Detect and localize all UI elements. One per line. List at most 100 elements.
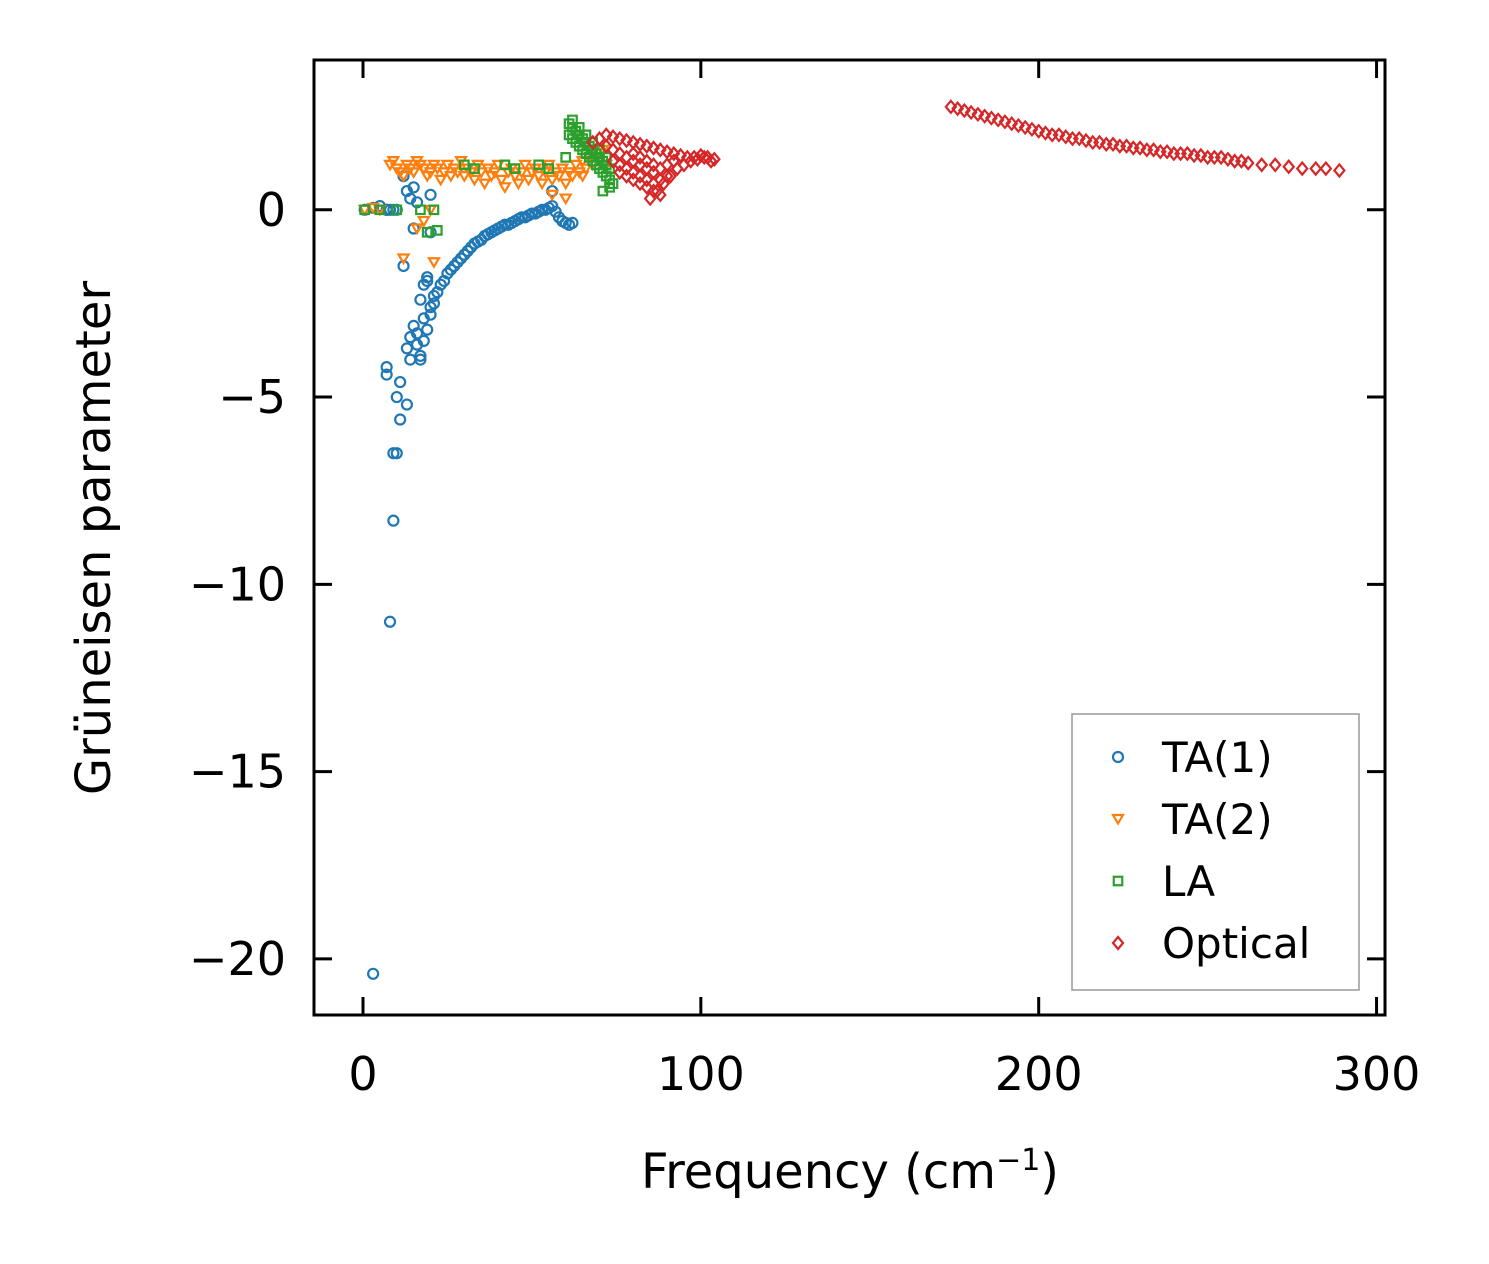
point-ta1 [421,271,434,284]
x-tick-label: 300 [1333,1047,1421,1101]
point-optical [1093,134,1106,151]
point-optical [1018,119,1032,136]
point-optical [647,140,660,156]
point-optical [633,149,647,166]
point-la [533,159,545,171]
point-optical [691,151,704,167]
point-ta1 [394,375,407,389]
point-la [543,163,555,174]
point-optical [971,106,985,123]
point-ta2 [511,178,526,191]
point-ta1 [414,293,427,306]
point-optical [640,179,654,196]
point-ta2 [494,174,509,187]
point-optical [664,168,677,184]
point-ta2 [467,174,482,187]
point-optical [613,164,627,181]
point-la [359,204,371,216]
point-optical [626,164,640,181]
point-ta2 [535,178,549,191]
point-ta1 [383,615,397,628]
legend-items: TA(1) TA(2) LA Optical [1111,733,1310,968]
point-optical [1295,160,1309,177]
point-ta1 [417,312,430,325]
point-optical [1214,149,1228,166]
point-optical [1147,142,1161,158]
y-tick-label: −5 [218,370,286,424]
point-ta1 [566,216,579,230]
point-optical [991,112,1005,128]
plot-frame [312,58,1387,1017]
point-optical [978,108,992,124]
point-optical [1241,155,1255,171]
point-optical [1160,144,1174,160]
point-optical [657,175,671,192]
legend: TA(1) TA(2) LA Optical [1071,713,1360,991]
point-ta2 [416,215,431,228]
point-optical [620,160,633,177]
point-ta1 [390,390,403,404]
point-ta1 [421,323,434,336]
point-la [431,225,443,236]
point-ta1 [414,349,427,362]
series-ta1 [358,169,579,980]
point-optical [1255,157,1269,173]
point-ta2 [443,170,458,183]
point-optical [1072,130,1086,147]
point-optical [1268,157,1282,173]
point-la [469,163,480,174]
point-ta2 [545,189,560,202]
series-optical [586,99,1346,207]
point-la [604,181,615,193]
point-ta2 [396,253,411,266]
x-tick-label: 100 [657,1047,745,1101]
point-ta2 [386,156,401,168]
point-optical [647,157,660,173]
legend-label-ta2: TA(2) [1161,795,1273,844]
ticks-layer: 0 100 200 300 0 −5 −10 −15 −20 [189,60,1421,1101]
point-optical [1234,153,1248,169]
legend-label-la: LA [1162,857,1215,906]
point-optical [1032,123,1046,139]
point-optical [1025,121,1039,138]
y-axis-label: Grüneisen parameter [66,281,122,796]
point-ta2 [552,170,566,183]
point-ta2 [558,193,573,206]
legend-frame [1071,713,1360,991]
point-ta2 [433,174,448,187]
x-tick-label: 0 [348,1047,377,1101]
point-optical [964,104,978,121]
point-optical [1005,115,1019,132]
point-optical [1052,127,1066,143]
point-optical [1309,160,1323,177]
point-optical [1332,162,1346,179]
point-ta2 [545,174,560,187]
point-ta2 [575,170,590,183]
point-la [607,178,619,189]
point-optical [984,110,998,126]
point-ta1 [387,447,400,460]
point-la [499,159,511,171]
point-ta1 [424,188,437,201]
point-ta2 [487,167,502,180]
point-optical [707,151,721,167]
point-optical [684,153,698,169]
point-optical [1221,151,1235,167]
point-optical [1120,138,1133,154]
point-ta2 [406,167,421,180]
point-optical [620,132,633,149]
point-ta1 [424,301,437,314]
point-ta2 [410,223,424,236]
point-ta1 [404,353,417,366]
point-optical [704,153,718,169]
point-optical [1194,147,1208,164]
point-optical [1011,117,1025,134]
point-ta1 [380,368,393,381]
point-ta1 [400,342,414,355]
point-la [458,159,470,171]
point-la [509,163,521,174]
point-la [600,152,612,163]
point-optical [653,142,667,158]
legend-marker-la [1112,875,1124,887]
